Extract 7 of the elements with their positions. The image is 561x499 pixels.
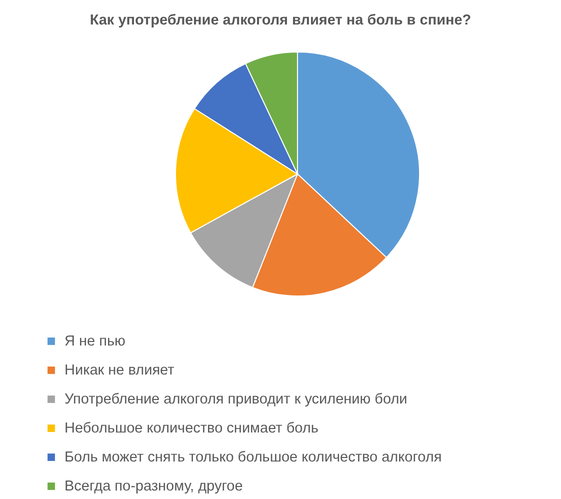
legend-label: Боль может снять только большое количество алкоголя — [64, 449, 442, 466]
legend-label: Никак не влияет — [64, 362, 175, 378]
legend-label: Я не пью — [64, 333, 126, 350]
chart-title: Как употребление алкоголя влияет на боль в спине? — [90, 12, 472, 28]
legend-label: Всегда по-разному, другое — [64, 478, 243, 494]
legend-label: Небольшое количество снимает боль — [64, 420, 318, 436]
legend-label: Употребление алкоголя приводит к усилению боли — [64, 391, 408, 408]
